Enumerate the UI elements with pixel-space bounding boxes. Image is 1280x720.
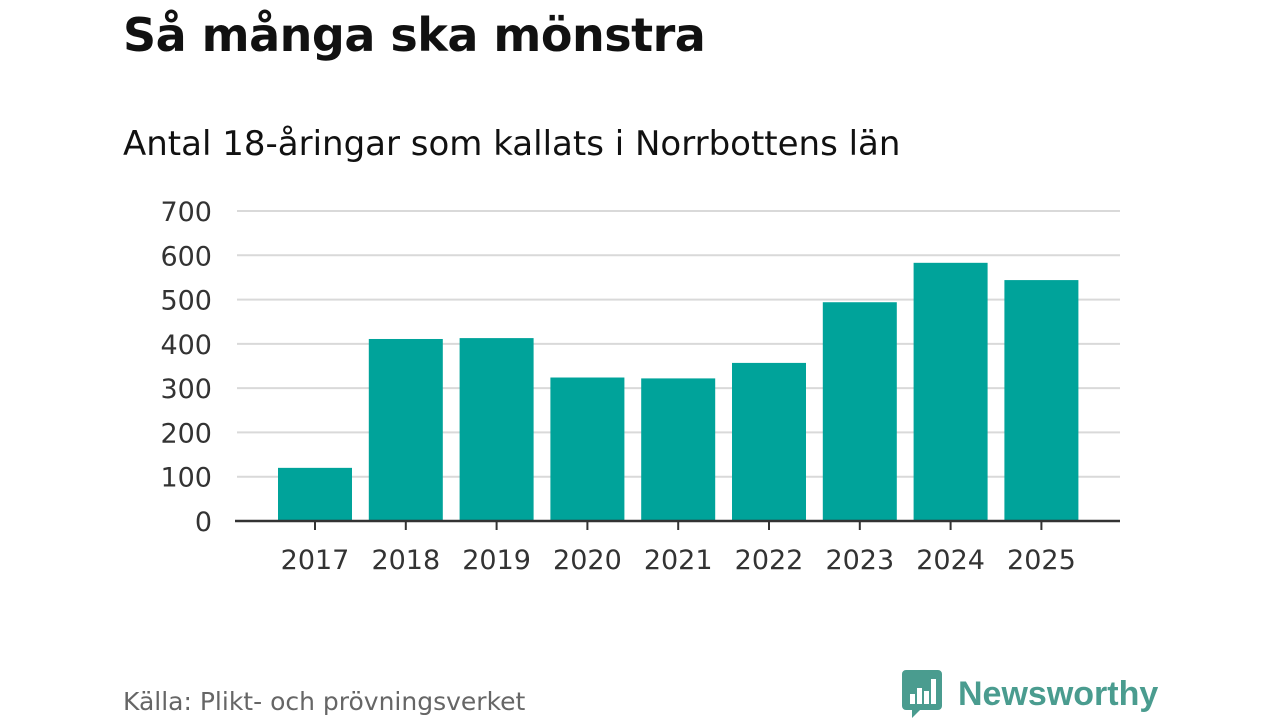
chart-subtitle: Antal 18-åringar som kallats i Norrbotte… xyxy=(123,124,901,164)
bars xyxy=(278,262,1079,521)
newsworthy-bar-chart-icon xyxy=(902,670,942,718)
bar-2017 xyxy=(278,467,352,521)
bar-2018 xyxy=(368,338,443,521)
y-tick-label: 300 xyxy=(160,374,212,405)
x-axis-tick-labels: 2017 2018 2019 2020 2021 2022 2023 2024 2025 xyxy=(281,545,1076,576)
bar-2024 xyxy=(913,262,988,521)
y-tick-label: 600 xyxy=(160,241,212,272)
y-tick-label: 200 xyxy=(160,418,212,449)
bar-2022 xyxy=(732,362,806,521)
x-tick-label: 2025 xyxy=(1007,545,1076,576)
x-tick-label: 2024 xyxy=(916,545,985,576)
brand-name: Newsworthy xyxy=(958,674,1159,713)
y-axis-tick-labels: 0 100 200 300 400 500 600 700 xyxy=(160,197,212,538)
y-tick-label: 500 xyxy=(160,286,212,317)
bar-2021 xyxy=(641,378,716,521)
x-tick-label: 2019 xyxy=(462,545,531,576)
x-tick-label: 2020 xyxy=(553,545,622,576)
brand-logo: Newsworthy xyxy=(902,670,1158,718)
x-tick-label: 2017 xyxy=(281,545,350,576)
bar-2023 xyxy=(822,302,897,521)
y-tick-label: 700 xyxy=(160,197,212,228)
bar-2020 xyxy=(550,377,625,521)
y-tick-label: 400 xyxy=(160,330,212,361)
source-note: Källa: Plikt- och prövningsverket xyxy=(123,687,526,716)
bar-2019 xyxy=(459,338,534,521)
x-tick-label: 2022 xyxy=(735,545,804,576)
x-tick-label: 2021 xyxy=(644,545,713,576)
x-tick-label: 2023 xyxy=(825,545,894,576)
bar-2025 xyxy=(1004,280,1079,521)
chart-title: Så många ska mönstra xyxy=(123,8,706,62)
y-tick-label: 100 xyxy=(160,463,212,494)
y-tick-label: 0 xyxy=(195,507,212,538)
x-axis xyxy=(235,519,1120,530)
x-tick-label: 2018 xyxy=(371,545,440,576)
